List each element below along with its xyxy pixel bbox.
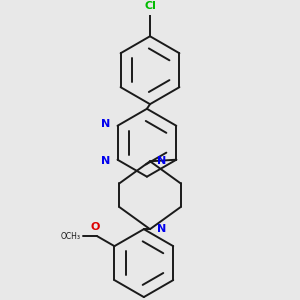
Text: N: N — [157, 156, 166, 166]
Text: O: O — [91, 222, 100, 233]
Text: N: N — [100, 119, 110, 129]
Text: N: N — [100, 156, 110, 166]
Text: OCH₃: OCH₃ — [61, 232, 81, 241]
Text: N: N — [157, 224, 166, 234]
Text: Cl: Cl — [144, 1, 156, 10]
